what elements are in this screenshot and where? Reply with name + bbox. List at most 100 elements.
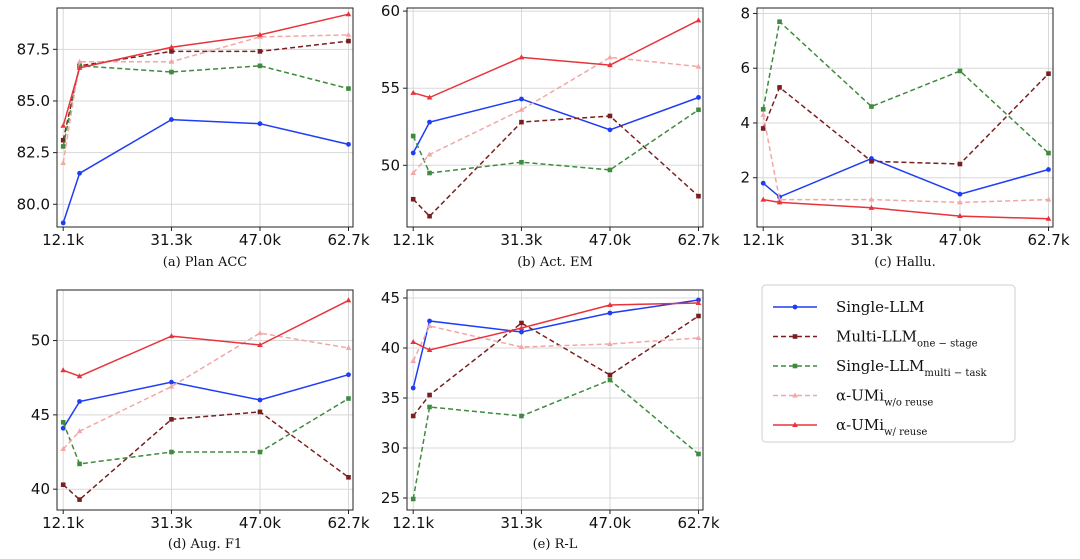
data-point — [519, 119, 524, 125]
series-single — [60, 117, 351, 226]
data-point — [777, 85, 782, 90]
data-point — [427, 213, 432, 219]
data-point — [257, 449, 263, 455]
legend-label: Single-LLM — [836, 298, 924, 316]
legend-label-base: Multi-LLM — [836, 328, 917, 346]
data-point — [345, 31, 352, 37]
data-point — [76, 58, 83, 64]
data-point — [169, 69, 174, 75]
series-single — [60, 372, 351, 431]
legend-item-multitask: Single-LLMmulti − task — [773, 357, 988, 379]
data-point — [60, 482, 66, 488]
panel-caption: (a) Plan ACC — [163, 255, 248, 270]
series-line-multi_stage — [412, 115, 700, 218]
y-tick-label: 55 — [381, 79, 400, 97]
series-multitask — [60, 396, 351, 467]
data-point — [760, 111, 767, 117]
data-point — [607, 372, 613, 378]
series-line-multitask — [762, 20, 1050, 154]
data-point — [346, 141, 351, 147]
data-point — [519, 320, 524, 326]
data-point — [957, 161, 963, 167]
data-point — [957, 213, 963, 219]
y-tick-label: 45 — [381, 289, 400, 307]
x-tick-label: 12.1k — [742, 231, 784, 249]
data-point — [760, 196, 767, 202]
data-point — [427, 318, 432, 324]
data-point — [60, 220, 66, 226]
data-point — [60, 367, 67, 373]
chart-panel-c: 12.1k 31.3k 47.0k 62.7k 2 4 6 8 (c) Hallu. — [740, 4, 1069, 270]
series-w_reuse — [60, 11, 352, 128]
data-point — [257, 31, 263, 37]
y-tick-label: 35 — [381, 389, 400, 407]
plot-frame — [56, 289, 354, 511]
data-point — [76, 373, 83, 379]
data-point — [1046, 167, 1051, 172]
data-point — [607, 377, 613, 383]
data-point — [427, 404, 432, 410]
legend-label-subscript: w/o reuse — [884, 398, 933, 409]
series-multi_stage — [410, 113, 701, 219]
data-point — [410, 150, 416, 156]
data-point — [776, 196, 783, 202]
legend-item-wo_reuse: α-UMiw/o reuse — [773, 387, 933, 409]
data-point — [607, 127, 613, 133]
data-point — [607, 54, 613, 60]
legend: Single-LLM Multi-LLMone − stage Single-LLM… — [761, 284, 1016, 443]
data-point — [868, 204, 875, 210]
data-point — [346, 38, 351, 44]
data-point — [257, 409, 263, 415]
y-tick-label: 6 — [740, 59, 750, 77]
data-point — [60, 122, 67, 128]
y-tick-label: 45 — [31, 406, 50, 424]
data-point — [169, 49, 174, 54]
series-wo_reuse — [410, 323, 702, 363]
legend-box — [761, 284, 1016, 443]
chart-panel-d: 12.1k 31.3k 47.0k 62.7k 40 45 50 (d) Aug. F1 — [31, 289, 370, 552]
data-point — [168, 333, 175, 339]
x-tick-label: 47.0k — [239, 231, 281, 249]
series-wo_reuse — [760, 111, 1052, 205]
series-single — [410, 95, 701, 156]
legend-marker — [792, 363, 798, 369]
data-point — [1046, 150, 1051, 156]
x-tick-label: 62.7k — [327, 231, 369, 249]
data-point — [257, 49, 263, 54]
y-tick-label: 40 — [31, 480, 50, 498]
x-tick-label: 47.0k — [939, 231, 981, 249]
data-point — [257, 342, 263, 347]
x-tick-label: 12.1k — [392, 514, 434, 532]
series-line-w_reuse — [763, 198, 1049, 220]
legend-item-single: Single-LLM — [773, 298, 924, 316]
data-point — [345, 11, 352, 17]
y-tick-label: 80.0 — [17, 195, 50, 213]
legend-label-base: Single-LLM — [836, 298, 924, 316]
x-tick-label: 31.3k — [150, 231, 192, 249]
series-line-wo_reuse — [62, 332, 349, 450]
data-point — [257, 121, 263, 127]
data-point — [257, 63, 263, 69]
series-line-multitask — [412, 109, 699, 174]
data-point — [345, 297, 352, 303]
data-point — [427, 170, 432, 176]
x-tick-label: 12.1k — [42, 514, 84, 532]
data-point — [426, 94, 433, 100]
chart-panel-a: 12.1k 31.3k 47.0k 62.7k 80.0 82.5 85.0 87.5 (a) … — [17, 7, 370, 270]
x-tick-label: 12.1k — [392, 231, 434, 249]
legend-marker — [792, 392, 798, 398]
data-point — [695, 63, 702, 69]
y-tick-label: 87.5 — [17, 40, 50, 58]
series-wo_reuse — [410, 54, 702, 176]
legend-label-base: α-UMi — [836, 387, 884, 405]
x-tick-label: 47.0k — [589, 231, 631, 249]
data-point — [410, 133, 416, 139]
series-multi_stage — [410, 313, 701, 419]
data-point — [696, 107, 701, 113]
y-tick-label: 50 — [31, 332, 50, 350]
y-tick-label: 85.0 — [17, 92, 50, 110]
series-w_reuse — [410, 17, 702, 100]
data-point — [77, 497, 82, 502]
series-multi_stage — [760, 71, 1051, 167]
series-line-wo_reuse — [762, 114, 1049, 204]
